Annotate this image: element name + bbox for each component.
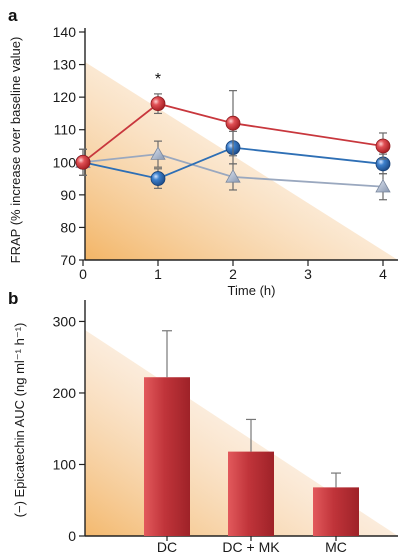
category-label: MC bbox=[325, 539, 347, 555]
y-axis-label-b: (−) Epicatechin AUC (ng ml⁻¹ h⁻¹) bbox=[12, 323, 27, 518]
y-tick-label-b: 100 bbox=[53, 456, 77, 472]
panel-a: a 70 80 90 100 110 120 130 140 0 1 2 3 4 Time (h) FRAP … bbox=[8, 6, 398, 298]
y-axis-label-a: FRAP (% increase over baseline value) bbox=[8, 37, 23, 264]
y-tick-label-b: 300 bbox=[53, 313, 77, 329]
significance-star: * bbox=[155, 71, 161, 88]
data-point-series-0 bbox=[375, 138, 391, 154]
bar bbox=[228, 451, 274, 536]
data-point-series-2 bbox=[225, 169, 241, 183]
panel-label-a: a bbox=[8, 6, 18, 25]
series-line-1 bbox=[82, 146, 384, 180]
data-point-series-2 bbox=[375, 178, 391, 193]
x-tick-label-a: 3 bbox=[304, 266, 312, 282]
category-label: DC + MK bbox=[222, 539, 280, 555]
x-axis-label-a: Time (h) bbox=[228, 283, 276, 298]
data-point-series-2 bbox=[150, 146, 166, 160]
data-point-series-0 bbox=[150, 96, 166, 112]
y-tick-label-b: 200 bbox=[53, 385, 77, 401]
data-point-series-0 bbox=[225, 115, 241, 131]
y-tick-label-a: 90 bbox=[60, 187, 76, 203]
y-tick-label-a: 70 bbox=[60, 252, 76, 268]
y-tick-label-a: 140 bbox=[53, 24, 77, 40]
x-tick-label-a: 4 bbox=[379, 266, 387, 282]
panel-label-b: b bbox=[8, 289, 18, 308]
bar bbox=[144, 377, 190, 536]
y-tick-label-a: 100 bbox=[53, 154, 77, 170]
series-line-2 bbox=[82, 153, 384, 188]
x-tick-label-a: 0 bbox=[79, 266, 87, 282]
x-tick-label-a: 2 bbox=[229, 266, 237, 282]
y-tick-label-a: 130 bbox=[53, 57, 77, 73]
category-label: DC bbox=[157, 539, 177, 555]
y-tick-label-a: 120 bbox=[53, 89, 77, 105]
series-line-0 bbox=[82, 102, 384, 163]
y-tick-label-a: 80 bbox=[60, 219, 76, 235]
data-point-series-0 bbox=[75, 154, 91, 170]
background-gradient-a bbox=[85, 62, 398, 260]
data-point-series-1 bbox=[150, 171, 166, 186]
x-tick-label-a: 1 bbox=[154, 266, 162, 282]
y-tick-label-a: 110 bbox=[54, 122, 77, 138]
bar bbox=[313, 487, 359, 536]
y-tick-label-b: 0 bbox=[68, 528, 76, 544]
panel-b: b 0 100 200 300 (−) Epicatechin AUC (ng ml⁻¹ … bbox=[8, 289, 398, 555]
